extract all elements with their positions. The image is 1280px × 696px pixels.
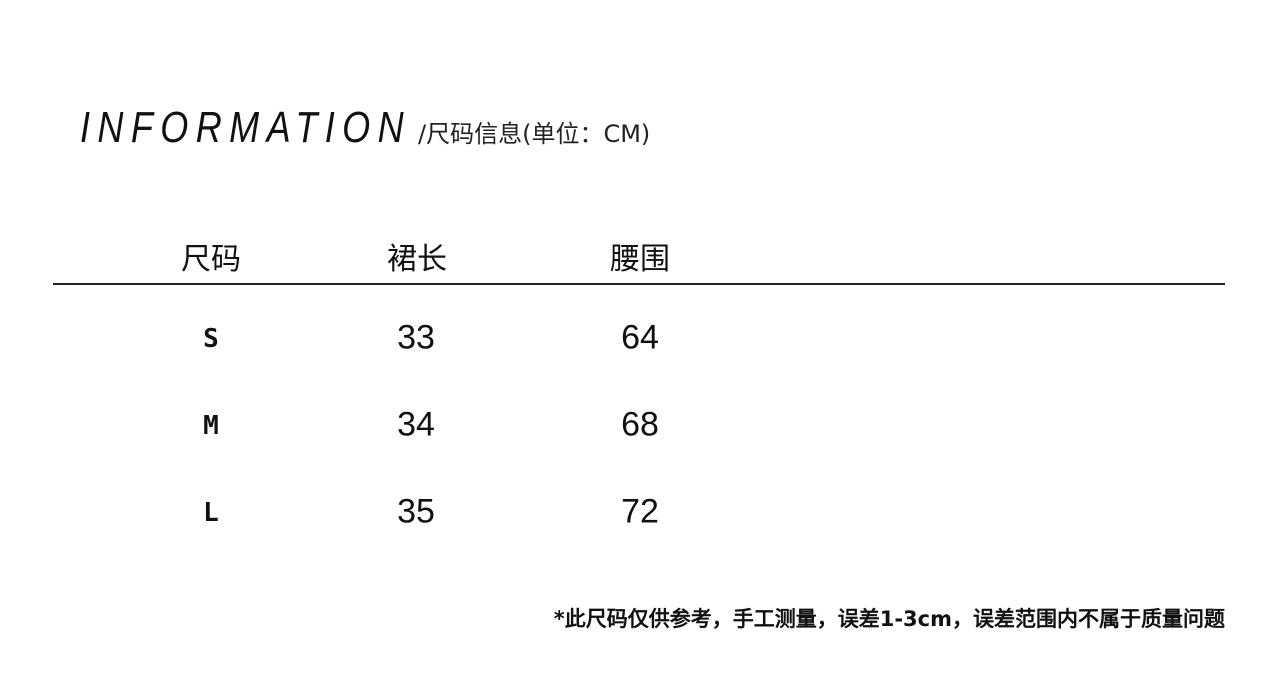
size-cell: S	[203, 324, 219, 354]
waist-cell: 72	[621, 492, 659, 531]
header-skirt-length: 裙长	[387, 242, 447, 277]
title-subtitle: /尺码信息(单位：CM)	[418, 120, 651, 148]
skirt-length-cell: 35	[397, 492, 435, 531]
skirt-length-cell: 33	[397, 318, 435, 357]
waist-cell: 68	[621, 405, 659, 444]
page-title: INFORMATION /尺码信息(单位：CM)	[80, 103, 650, 153]
skirt-length-cell: 34	[397, 405, 435, 444]
size-cell: L	[203, 498, 219, 528]
header-size: 尺码	[181, 242, 241, 277]
title-main: INFORMATION	[80, 103, 412, 152]
header-waist: 腰围	[610, 242, 670, 277]
header-divider	[53, 283, 1225, 285]
waist-cell: 64	[621, 318, 659, 357]
size-cell: M	[203, 411, 219, 441]
measurement-note: *此尺码仅供参考，手工测量，误差1-3cm，误差范围内不属于质量问题	[553, 607, 1225, 631]
